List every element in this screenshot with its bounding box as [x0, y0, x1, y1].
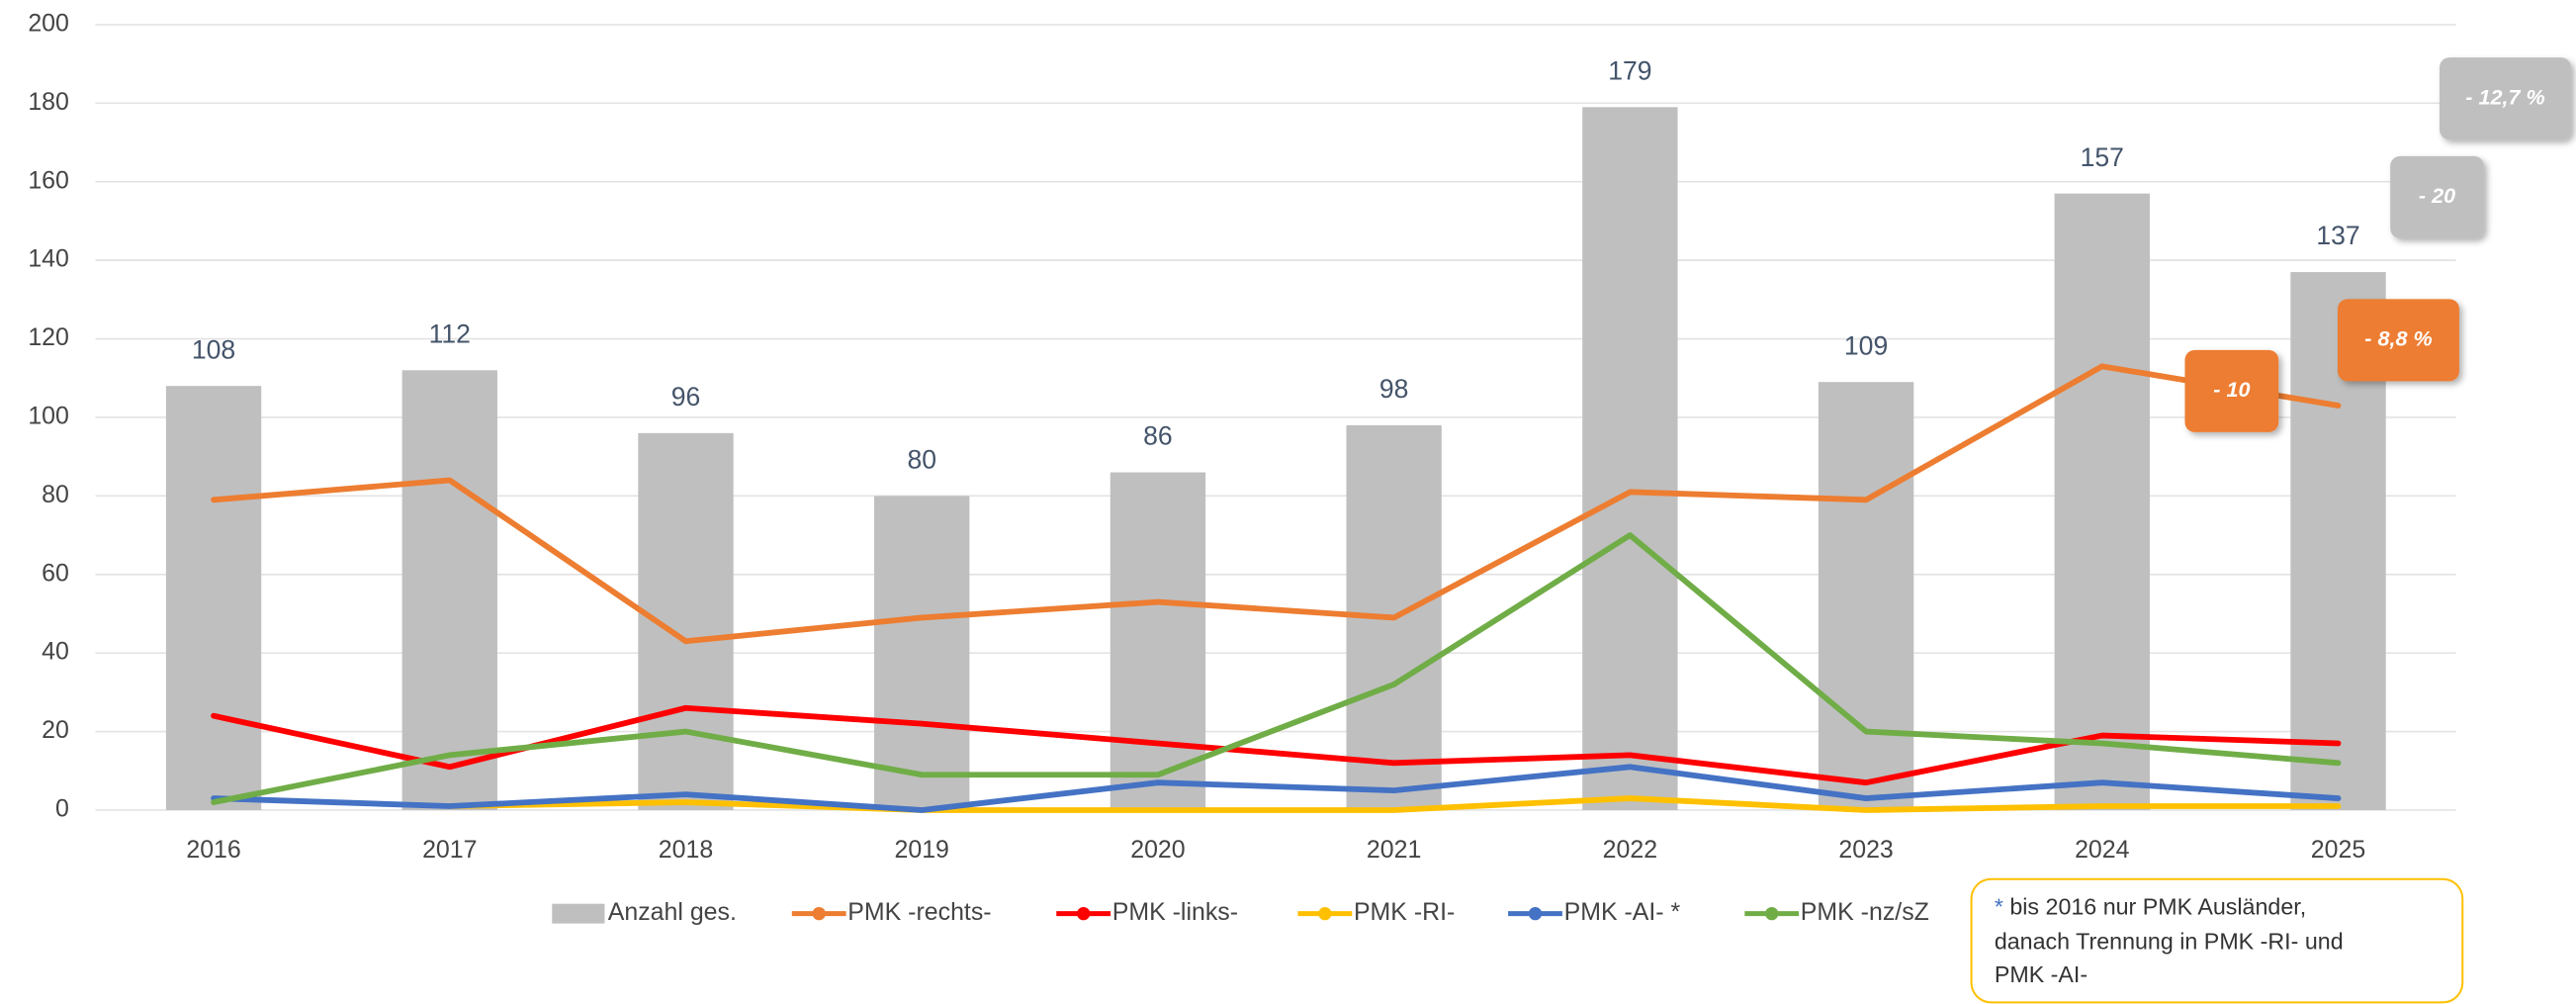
x-tick-label: 2017 [422, 836, 477, 864]
footnote-text: bis 2016 nur PMK Ausländer, [2003, 894, 2306, 920]
y-tick-label: 120 [28, 323, 69, 351]
line [211, 363, 2342, 645]
footnote-line: danach Trennung in PMK -RI- und [1995, 929, 2344, 955]
value-label: 80 [907, 444, 936, 474]
y-tick-label: 20 [42, 716, 69, 744]
legend-label: PMK -nz/sZ [1801, 898, 1929, 926]
y-tick-label: 0 [55, 795, 69, 823]
value-label: 137 [2316, 221, 2359, 250]
annotation-box [2390, 155, 2484, 238]
value-label: 109 [1844, 330, 1888, 360]
x-tick-label: 2019 [895, 836, 949, 864]
line [446, 795, 2342, 813]
bar [874, 496, 970, 810]
value-label: 179 [1608, 55, 1651, 85]
x-tick-label: 2016 [186, 836, 240, 864]
legend-marker [1318, 906, 1332, 921]
footnote-line: * bis 2016 nur PMK Ausländer, [1995, 894, 2306, 920]
value-label: 157 [2081, 142, 2124, 172]
x-tick-label: 2023 [1838, 836, 1893, 864]
x-tick-label: 2024 [2075, 836, 2130, 864]
line [211, 764, 2342, 813]
bar [1818, 382, 1914, 810]
x-tick-label: 2020 [1130, 836, 1185, 864]
x-tick-label: 2025 [2311, 836, 2365, 864]
value-label: 108 [192, 334, 235, 364]
legend-label: PMK -rechts- [847, 898, 991, 926]
x-tick-label: 2022 [1603, 836, 1657, 864]
bar [401, 370, 497, 810]
annotation-text: - 8,8 % [2364, 326, 2432, 351]
legend-marker [1528, 906, 1543, 921]
value-label: 98 [1379, 374, 1409, 404]
y-tick-label: 160 [28, 166, 69, 194]
y-tick-label: 100 [28, 403, 69, 430]
legend-marker [812, 906, 826, 921]
y-tick-label: 60 [42, 559, 69, 587]
legend-label: Anzahl ges. [608, 898, 737, 926]
annotation-text: - 12,7 % [2465, 84, 2544, 109]
y-tick-label: 180 [28, 88, 69, 116]
value-label: 112 [429, 319, 471, 348]
legend-swatch [552, 903, 605, 924]
footnote-box [1970, 877, 2464, 1004]
bar [1110, 472, 1206, 810]
line [211, 532, 2342, 805]
y-tick-label: 140 [28, 245, 69, 273]
bar [1582, 107, 1678, 810]
annotation-box [2338, 299, 2459, 382]
value-label: 86 [1143, 421, 1173, 451]
y-tick-label: 80 [42, 481, 69, 508]
annotation-box [2184, 349, 2279, 432]
y-tick-label: 40 [42, 638, 69, 666]
annotation-box [2440, 57, 2571, 140]
legend-marker [1765, 906, 1779, 921]
footnote-marker: * [1995, 894, 2003, 920]
x-tick-label: 2018 [659, 836, 713, 864]
y-tick-label: 200 [28, 9, 69, 37]
footnote-line: PMK -AI- [1995, 961, 2087, 987]
bar [2054, 193, 2150, 810]
legend-marker [1077, 906, 1091, 921]
annotation-text: - 20 [2419, 183, 2455, 208]
legend-label: PMK -RI- [1354, 898, 1455, 926]
legend-label: PMK -AI- * [1564, 898, 1681, 926]
x-tick-label: 2021 [1367, 836, 1421, 864]
value-label: 96 [671, 382, 701, 411]
legend-label: PMK -links- [1112, 898, 1238, 926]
annotation-text: - 10 [2213, 377, 2250, 402]
bar [165, 386, 262, 810]
line [211, 704, 2342, 786]
